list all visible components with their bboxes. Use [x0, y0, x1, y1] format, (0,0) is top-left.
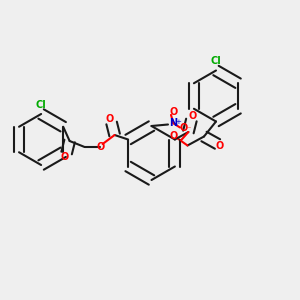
Text: Cl: Cl [36, 100, 46, 110]
Text: ⁻: ⁻ [187, 124, 191, 133]
Text: +: + [176, 119, 182, 125]
Text: O: O [188, 111, 197, 122]
Text: N: N [169, 118, 178, 128]
Text: O: O [61, 152, 69, 162]
Text: O: O [169, 107, 178, 117]
Text: O: O [106, 114, 114, 124]
Text: O: O [216, 141, 224, 152]
Text: O: O [169, 130, 178, 141]
Text: Cl: Cl [211, 56, 221, 66]
Text: O: O [179, 123, 188, 134]
Text: O: O [96, 142, 104, 152]
